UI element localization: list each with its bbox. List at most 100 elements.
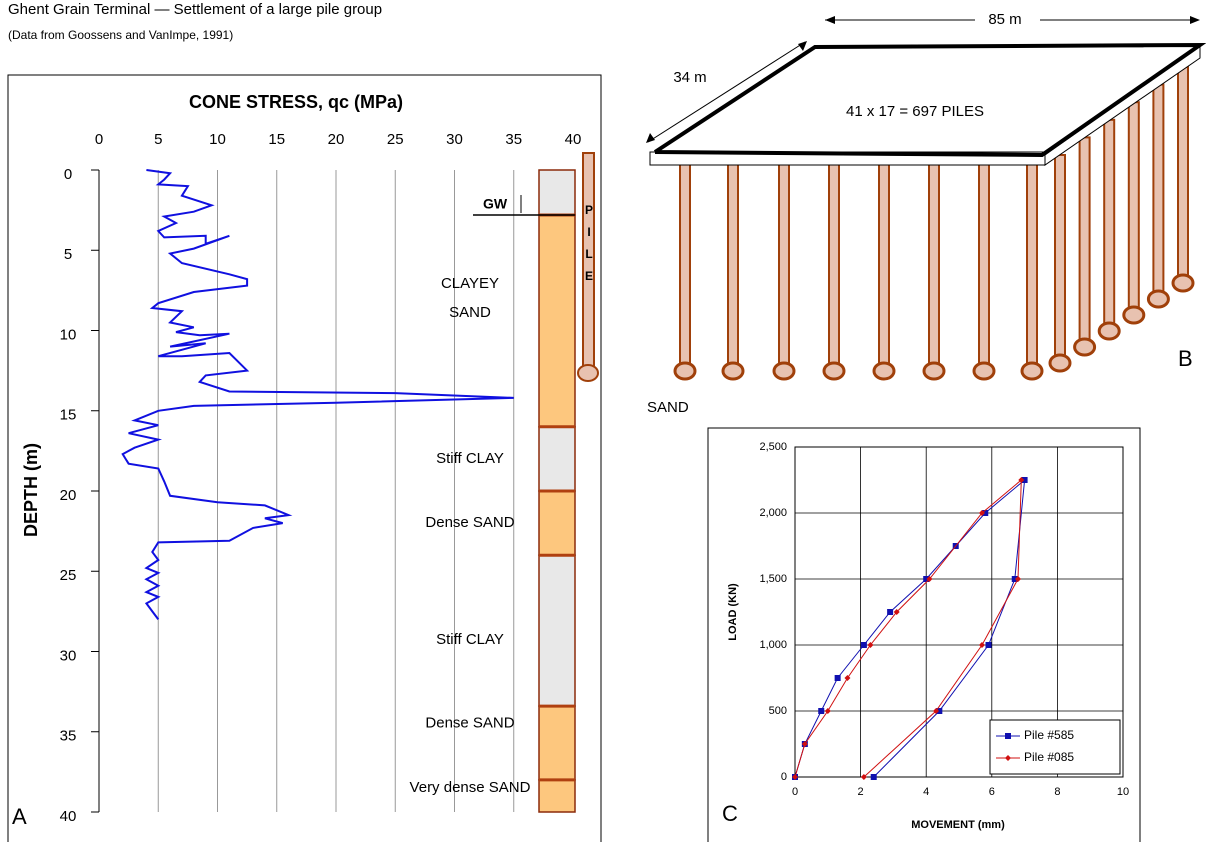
data-point bbox=[834, 675, 841, 681]
data-point bbox=[923, 576, 930, 582]
x-tick-label: 30 bbox=[446, 131, 463, 148]
y-tick-label: 2,000 bbox=[759, 507, 787, 519]
pile-cap-top bbox=[655, 45, 1200, 155]
data-point bbox=[860, 774, 867, 780]
pile-count: 41 x 17 = 697 PILES bbox=[846, 103, 984, 120]
soil-label: Dense SAND bbox=[425, 514, 514, 531]
soil-label: SAND bbox=[449, 304, 491, 321]
data-point bbox=[844, 675, 851, 681]
soil-layer bbox=[538, 554, 576, 707]
y-tick-label: 0 bbox=[64, 166, 72, 183]
pile-tip bbox=[922, 361, 946, 381]
soil-layer bbox=[538, 169, 576, 216]
soil-layer bbox=[538, 214, 576, 428]
pile-letter: L bbox=[585, 247, 592, 261]
x-tick-label: 25 bbox=[387, 131, 404, 148]
x-tick-label: 15 bbox=[268, 131, 285, 148]
page-subtitle: (Data from Goossens and VanImpe, 1991) bbox=[8, 28, 233, 42]
pile bbox=[778, 161, 790, 369]
y-tick-label: 35 bbox=[60, 728, 77, 745]
data-point bbox=[982, 510, 989, 516]
x-axis-title: MOVEMENT (mm) bbox=[911, 819, 1005, 831]
x-tick-label: 10 bbox=[1117, 786, 1129, 798]
y-tick-label: 1,500 bbox=[759, 573, 787, 585]
x-tick-label: 35 bbox=[505, 131, 522, 148]
pile bbox=[1054, 154, 1066, 361]
pile bbox=[1026, 161, 1038, 369]
dimension-label: 85 m bbox=[988, 11, 1021, 28]
pile bbox=[1152, 83, 1165, 297]
pile bbox=[828, 161, 840, 369]
pile-tip bbox=[721, 361, 745, 381]
data-point bbox=[867, 642, 874, 648]
data-point bbox=[792, 774, 798, 780]
data-point bbox=[801, 741, 808, 747]
soil-label: Very dense SAND bbox=[410, 779, 531, 796]
data-point bbox=[985, 642, 992, 648]
dimension-line bbox=[647, 41, 806, 143]
panel-letter: C bbox=[722, 801, 738, 826]
x-tick-label: 0 bbox=[792, 786, 798, 798]
pile-letter: P bbox=[585, 203, 593, 217]
data-point bbox=[933, 708, 940, 714]
panel-letter: B bbox=[1178, 346, 1193, 371]
data-point bbox=[936, 708, 943, 714]
series-line bbox=[794, 478, 1026, 778]
pile bbox=[679, 161, 691, 369]
pile-tip bbox=[577, 364, 599, 382]
pile bbox=[878, 161, 890, 369]
pile-tip bbox=[772, 361, 796, 381]
pile-tip bbox=[1122, 305, 1146, 325]
pile bbox=[1078, 136, 1091, 345]
data-point bbox=[860, 642, 867, 648]
soil-layer bbox=[538, 779, 576, 813]
soil-label: Dense SAND bbox=[425, 715, 514, 732]
panel-frame bbox=[707, 427, 1141, 842]
data-point bbox=[1021, 477, 1028, 483]
pile bbox=[1103, 118, 1116, 329]
soil-label: Stiff CLAY bbox=[436, 450, 504, 467]
data-point bbox=[824, 708, 831, 714]
pile bbox=[1177, 66, 1189, 281]
y-tick-label: 500 bbox=[769, 705, 787, 717]
legend-label: Pile #085 bbox=[1024, 750, 1074, 764]
x-tick-label: 6 bbox=[989, 786, 995, 798]
soil-layer bbox=[538, 426, 576, 492]
groundwater-label: GW bbox=[483, 196, 508, 212]
data-point bbox=[1005, 733, 1011, 739]
pile-tip bbox=[1073, 337, 1097, 357]
x-tick-label: 4 bbox=[923, 786, 929, 798]
data-point bbox=[1005, 755, 1011, 761]
pile-tip bbox=[972, 361, 996, 381]
y-axis-title: LOAD (KN) bbox=[727, 583, 739, 641]
pile-tip bbox=[872, 361, 896, 381]
y-axis-title: DEPTH (m) bbox=[21, 443, 41, 537]
pile-tip bbox=[822, 361, 846, 381]
data-point bbox=[978, 642, 985, 648]
x-tick-label: 20 bbox=[328, 131, 345, 148]
pile bbox=[582, 152, 595, 371]
x-tick-label: 5 bbox=[154, 131, 162, 148]
y-tick-label: 30 bbox=[60, 647, 77, 664]
y-tick-label: 40 bbox=[60, 808, 77, 825]
data-point bbox=[818, 708, 825, 714]
data-point bbox=[926, 576, 933, 582]
pile-diagram: 85 m 34 m SAND B 41 x 17 = 697 PILES bbox=[646, 11, 1206, 416]
pile-tip bbox=[1097, 321, 1121, 341]
data-point bbox=[1011, 576, 1018, 582]
plot-frame bbox=[794, 446, 1124, 778]
cone-line bbox=[121, 169, 514, 620]
pile bbox=[727, 161, 739, 369]
panel-frame bbox=[7, 74, 602, 842]
data-point bbox=[893, 609, 900, 615]
pile-tip bbox=[1020, 361, 1044, 381]
pile-letter: E bbox=[585, 269, 593, 283]
page-title: Ghent Grain Terminal — Settlement of a l… bbox=[8, 1, 382, 18]
x-tick-label: 8 bbox=[1054, 786, 1060, 798]
x-tick-label: 0 bbox=[95, 131, 103, 148]
pile-cap-edge bbox=[653, 42, 1206, 158]
soil-label: CLAYEY bbox=[441, 275, 499, 292]
data-point bbox=[1015, 576, 1022, 582]
pile-tip bbox=[1171, 273, 1195, 293]
